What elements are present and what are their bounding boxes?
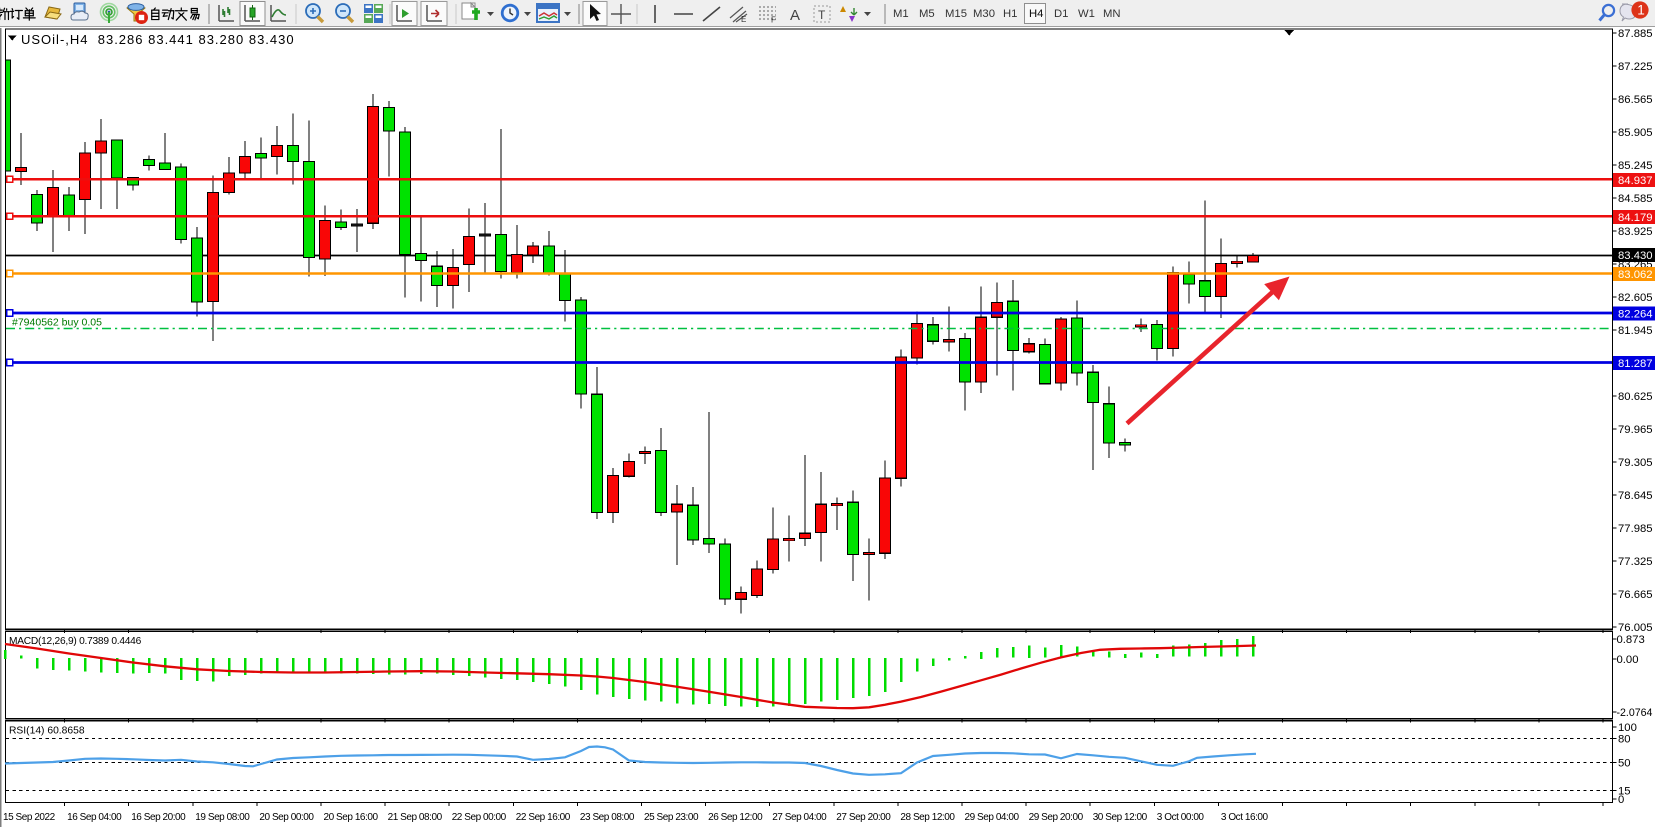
- svg-text:0.00: 0.00: [1617, 654, 1639, 666]
- svg-text:79.965: 79.965: [1618, 424, 1653, 436]
- svg-text:25 Sep 23:00: 25 Sep 23:00: [644, 812, 699, 823]
- svg-text:85.905: 85.905: [1618, 127, 1653, 139]
- svg-text:15 Sep 2022: 15 Sep 2022: [3, 812, 56, 823]
- svg-text:29 Sep 04:00: 29 Sep 04:00: [965, 812, 1020, 823]
- svg-text:23 Sep 08:00: 23 Sep 08:00: [580, 812, 635, 823]
- svg-text:29 Sep 20:00: 29 Sep 20:00: [1029, 812, 1084, 823]
- svg-text:19 Sep 08:00: 19 Sep 08:00: [195, 812, 250, 823]
- svg-text:22 Sep 16:00: 22 Sep 16:00: [516, 812, 571, 823]
- svg-text:16 Sep 20:00: 16 Sep 20:00: [131, 812, 186, 823]
- svg-text:100: 100: [1618, 722, 1637, 734]
- svg-text:85.245: 85.245: [1618, 160, 1653, 172]
- svg-text:77.985: 77.985: [1618, 523, 1653, 535]
- svg-text:T: T: [818, 8, 826, 22]
- svg-text:84.937: 84.937: [1618, 175, 1653, 187]
- svg-text:20 Sep 16:00: 20 Sep 16:00: [324, 812, 379, 823]
- svg-text:-2.0764: -2.0764: [1617, 707, 1653, 719]
- svg-text:0.873: 0.873: [1617, 634, 1645, 646]
- svg-text:16 Sep 04:00: 16 Sep 04:00: [67, 812, 122, 823]
- svg-text:26 Sep 12:00: 26 Sep 12:00: [708, 812, 763, 823]
- svg-text:84.585: 84.585: [1618, 193, 1653, 205]
- svg-text:83.062: 83.062: [1618, 269, 1653, 281]
- svg-text:USOil-,H4 83.286 83.441 83.28: USOil-,H4 83.286 83.441 83.280 83.430: [21, 32, 295, 47]
- svg-text:20 Sep 00:00: 20 Sep 00:00: [259, 812, 314, 823]
- svg-text:1: 1: [1637, 3, 1645, 18]
- svg-text:27 Sep 04:00: 27 Sep 04:00: [772, 812, 827, 823]
- svg-text:81.287: 81.287: [1618, 358, 1653, 370]
- svg-text:80.625: 80.625: [1618, 391, 1653, 403]
- svg-text:76.665: 76.665: [1618, 589, 1653, 601]
- svg-text:0: 0: [1618, 794, 1624, 806]
- svg-text:22 Sep 00:00: 22 Sep 00:00: [452, 812, 507, 823]
- svg-text:81.945: 81.945: [1618, 325, 1653, 337]
- svg-text:RSI(14) 60.8658: RSI(14) 60.8658: [9, 726, 85, 737]
- svg-text:86.565: 86.565: [1618, 94, 1653, 106]
- svg-text:21 Sep 08:00: 21 Sep 08:00: [388, 812, 443, 823]
- svg-text:80: 80: [1618, 734, 1631, 746]
- svg-text:3 Oct 16:00: 3 Oct 16:00: [1221, 812, 1269, 823]
- svg-text:MACD(12,26,9) 0.7389 0.4446: MACD(12,26,9) 0.7389 0.4446: [9, 636, 142, 647]
- svg-text:79.305: 79.305: [1618, 457, 1653, 469]
- svg-text:87.885: 87.885: [1618, 28, 1653, 40]
- svg-text:3 Oct 00:00: 3 Oct 00:00: [1157, 812, 1205, 823]
- svg-text:50: 50: [1618, 758, 1631, 770]
- svg-text:83.430: 83.430: [1618, 250, 1653, 262]
- svg-text:30 Sep 12:00: 30 Sep 12:00: [1093, 812, 1148, 823]
- svg-text:84.179: 84.179: [1618, 212, 1653, 224]
- svg-text:15: 15: [1618, 785, 1631, 797]
- svg-text:A: A: [790, 7, 800, 24]
- svg-text:28 Sep 12:00: 28 Sep 12:00: [900, 812, 955, 823]
- svg-text:78.645: 78.645: [1618, 490, 1653, 502]
- svg-text:27 Sep 20:00: 27 Sep 20:00: [836, 812, 891, 823]
- svg-text:87.225: 87.225: [1618, 61, 1653, 73]
- svg-text:82.264: 82.264: [1618, 309, 1653, 321]
- svg-text:E: E: [741, 15, 746, 24]
- svg-text:77.325: 77.325: [1618, 556, 1653, 568]
- svg-text:82.605: 82.605: [1618, 292, 1653, 304]
- svg-text:76.005: 76.005: [1618, 622, 1653, 634]
- svg-text:83.925: 83.925: [1618, 226, 1653, 238]
- svg-text:F: F: [771, 16, 776, 25]
- svg-text:#7940562 buy 0.05: #7940562 buy 0.05: [12, 317, 102, 329]
